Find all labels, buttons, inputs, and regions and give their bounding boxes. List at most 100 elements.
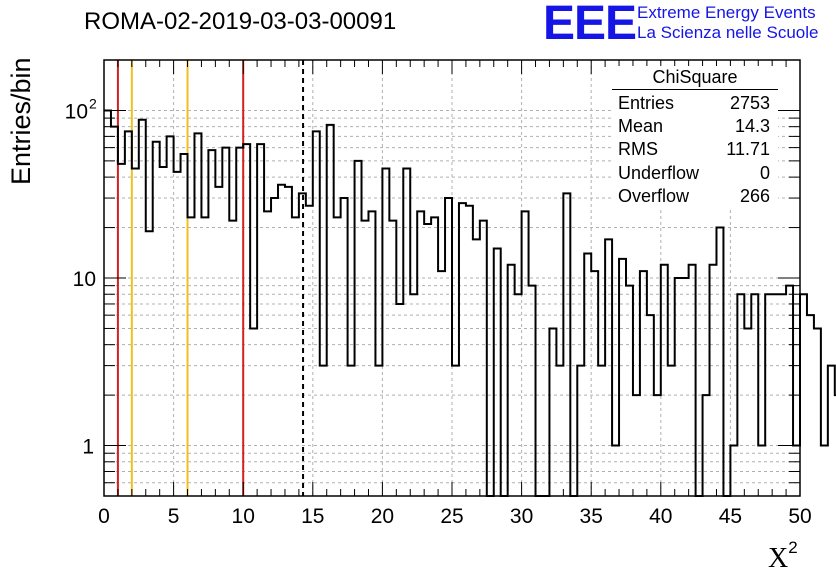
histogram-bin: [689, 265, 696, 496]
histogram-bin: [480, 221, 487, 496]
x-axis-label-superscript: 2: [788, 538, 798, 557]
histogram-bin: [146, 231, 153, 496]
histogram-bin: [299, 193, 306, 496]
histogram-bin: [292, 217, 299, 496]
stats-value: 11.71: [726, 139, 770, 160]
stats-label: RMS: [618, 139, 658, 160]
x-tick-label: 40: [649, 505, 672, 528]
histogram-bin: [194, 133, 201, 496]
histogram-bin: [355, 161, 362, 496]
stats-row-entries: Entries 2753: [612, 92, 778, 115]
histogram-bin: [466, 206, 473, 496]
histogram-bin: [633, 395, 640, 496]
histogram-bin: [313, 131, 320, 496]
histogram-bin: [431, 217, 438, 496]
histogram-bin: [522, 211, 529, 496]
histogram-bin: [208, 150, 215, 496]
histogram-bin: [257, 144, 264, 496]
stats-box: ChiSquare Entries 2753 Mean 14.3 RMS 11.…: [612, 66, 778, 208]
histogram-bin: [828, 366, 835, 496]
histogram-outline: [104, 109, 836, 497]
histogram-bin: [348, 366, 355, 496]
eee-logo: EEE: [543, 0, 637, 50]
histogram-bin: [417, 211, 424, 496]
histogram-bin: [744, 328, 751, 496]
histogram-bin: [445, 198, 452, 496]
stats-row-rms: RMS 11.71: [612, 138, 778, 161]
stats-row-overflow: Overflow 266: [612, 185, 778, 208]
histogram-bin: [821, 446, 828, 496]
histogram-bin: [264, 211, 271, 496]
histogram-bin: [229, 221, 236, 496]
chart-title: ROMA-02-2019-03-03-00091: [84, 8, 397, 35]
x-tick-label: 25: [440, 505, 463, 528]
histogram-bin: [285, 187, 292, 496]
histogram-bin: [278, 185, 285, 496]
histogram-bin: [619, 259, 626, 496]
histogram-bin: [716, 228, 723, 496]
histogram-bin: [814, 328, 821, 496]
histogram-bin: [612, 446, 619, 496]
x-tick-label: 50: [788, 505, 811, 528]
histogram-bin: [584, 254, 591, 496]
x-axis-label: X2: [768, 538, 798, 575]
histogram-bin: [459, 203, 466, 496]
histogram-bin: [661, 265, 668, 496]
histogram-bin: [737, 294, 744, 496]
histogram-bin: [410, 294, 417, 496]
histogram-bin: [563, 193, 570, 496]
histogram-bin: [382, 169, 389, 496]
x-tick-label: 45: [719, 505, 742, 528]
logo-subtitle-1: Extreme Energy Events: [637, 3, 816, 22]
histogram-bin: [730, 446, 737, 496]
x-tick-label: 30: [510, 505, 533, 528]
histogram-bin: [800, 294, 807, 496]
histogram-bin: [396, 304, 403, 496]
x-tick-label: 20: [371, 505, 394, 528]
stats-value: 266: [739, 185, 770, 206]
histogram-bin: [306, 206, 313, 496]
histogram-bin: [160, 167, 167, 496]
histogram-bin: [605, 239, 612, 496]
histogram-bin: [132, 169, 139, 496]
y-tick-label-exponent: 2: [89, 95, 97, 111]
histogram-bin: [111, 127, 118, 496]
histogram-bin: [675, 278, 682, 496]
stats-label: Mean: [618, 116, 664, 137]
histogram-bin: [341, 198, 348, 496]
histogram-bin: [640, 271, 647, 496]
histogram-bin: [598, 366, 605, 496]
histogram-bin: [368, 211, 375, 496]
histogram-bin: [139, 120, 146, 496]
axis-ticks: [103, 60, 801, 496]
histogram-bin: [577, 366, 584, 496]
histogram-bin: [118, 164, 125, 496]
x-tick-label: 10: [232, 505, 255, 528]
x-tick-label: 5: [168, 505, 180, 528]
stats-label: Overflow: [618, 185, 690, 206]
histogram-bin: [758, 446, 765, 496]
histogram-bin: [271, 198, 278, 496]
histogram-bin: [529, 286, 536, 496]
histogram-bin: [452, 366, 459, 496]
histogram-bin: [508, 265, 515, 496]
histogram-bin: [104, 110, 111, 496]
histogram-bin: [647, 315, 654, 496]
histogram-bin: [389, 221, 396, 496]
stats-title: ChiSquare: [612, 66, 778, 90]
histogram-bin: [626, 286, 633, 496]
histogram-bin: [215, 187, 222, 496]
histogram-bin: [473, 239, 480, 496]
histogram-bin: [327, 125, 334, 496]
histogram-bin: [334, 217, 341, 496]
x-axis-label-base: X: [768, 543, 789, 574]
stats-label: Underflow: [618, 162, 700, 183]
histogram-bin: [654, 395, 661, 496]
histogram-bin: [222, 148, 229, 496]
histogram-bin: [167, 136, 174, 496]
histogram-bin: [125, 131, 132, 496]
histogram-bin: [786, 286, 793, 496]
histogram-bin: [375, 366, 382, 496]
stats-value: 2753: [729, 93, 770, 113]
